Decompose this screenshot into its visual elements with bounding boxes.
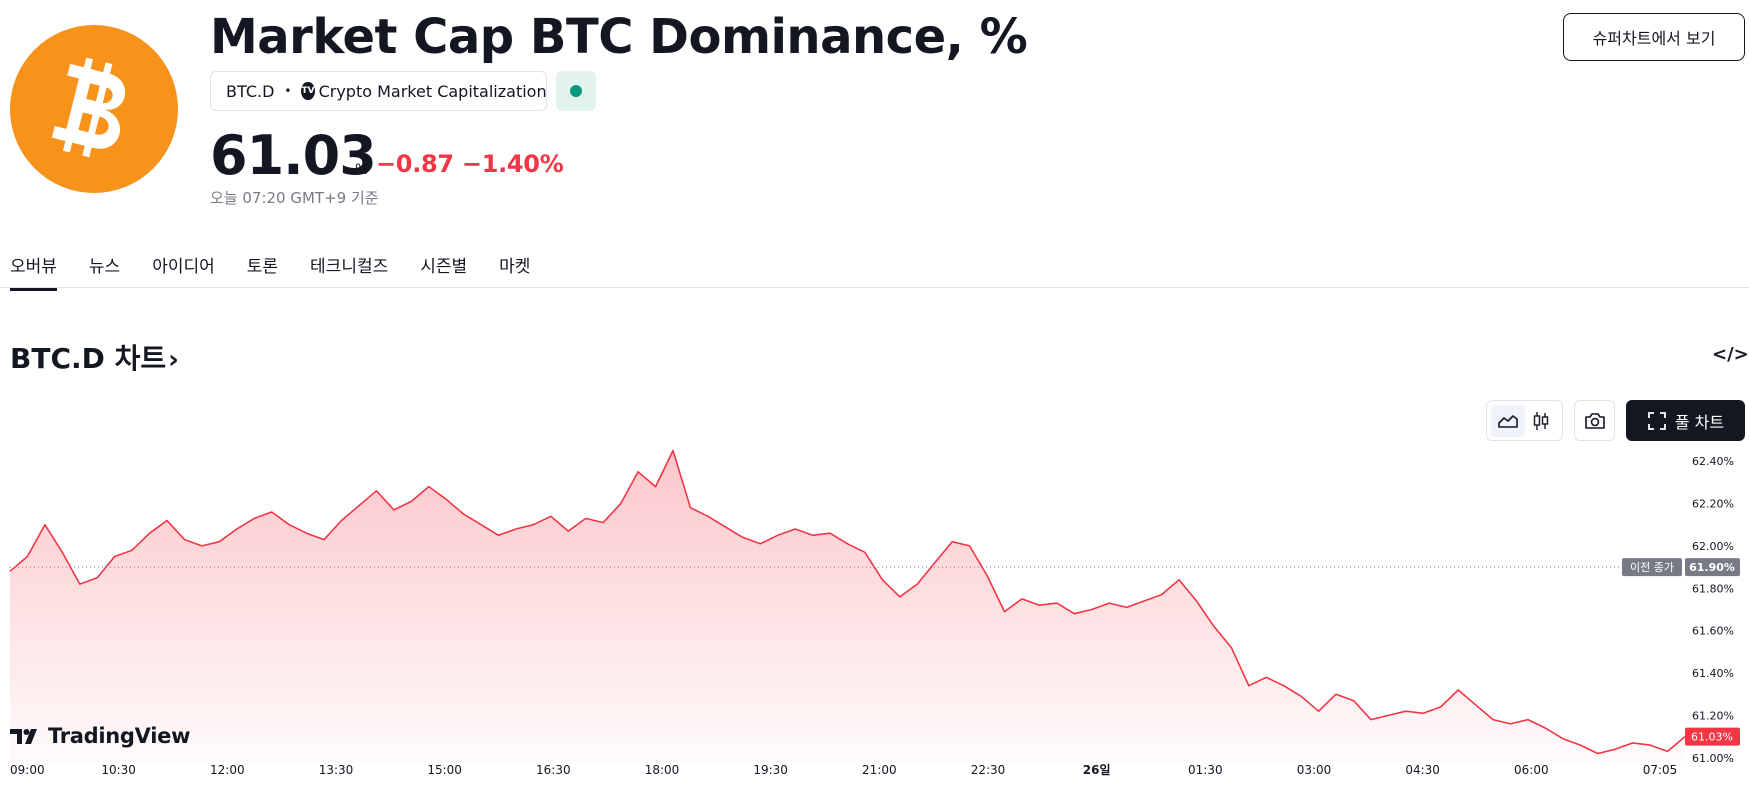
tab-divider — [0, 287, 1749, 288]
y-tick-label: 62.20% — [1692, 498, 1734, 511]
bitcoin-logo — [10, 25, 178, 193]
y-tick-label: 62.40% — [1692, 455, 1734, 468]
separator-dot: • — [284, 84, 292, 98]
symbol-chip[interactable]: BTC.D • TV Crypto Market Capitalization — [210, 71, 547, 111]
x-tick-label: 04:30 — [1405, 763, 1440, 777]
x-tick-label: 06:00 — [1514, 763, 1549, 777]
previous-close-value: 61.90% — [1689, 561, 1735, 574]
x-tick-label: 15:00 — [427, 763, 462, 777]
previous-close-value-tag — [1685, 558, 1740, 577]
camera-icon — [1584, 412, 1605, 429]
y-tick-label: 61.60% — [1692, 625, 1734, 638]
superchart-button[interactable]: 슈퍼차트에서 보기 — [1563, 13, 1745, 61]
last-value-tag — [1685, 727, 1740, 746]
x-tick-label: 19:30 — [753, 763, 788, 777]
timestamp: 오늘 07:20 GMT+9 기준 — [210, 189, 379, 207]
bitcoin-b-icon — [51, 57, 126, 158]
x-tick-label: 22:30 — [971, 763, 1006, 777]
x-tick-label: 16:30 — [536, 763, 571, 777]
candlestick-icon — [1534, 411, 1549, 430]
screenshot-button[interactable] — [1574, 400, 1615, 441]
chevron-right-icon: › — [168, 345, 179, 375]
area-fill — [10, 450, 1685, 762]
tab-news[interactable]: 뉴스 — [88, 257, 121, 277]
fullscreen-icon — [1647, 411, 1666, 430]
price-unit: % — [355, 162, 369, 178]
x-tick-label: 26일 — [1083, 763, 1111, 777]
x-tick-label: 12:00 — [210, 763, 245, 777]
y-tick-label: 61.20% — [1692, 709, 1734, 722]
series-line — [9, 449, 1686, 755]
tradingview-logo-icon: TV — [301, 82, 315, 100]
x-tick-label: 10:30 — [101, 763, 136, 777]
code-embed-icon[interactable]: </> — [1712, 344, 1749, 365]
tab-bar: 오버뷰 뉴스 아이디어 토론 테크니컬즈 시즌별 마켓 — [10, 252, 562, 291]
x-tick-label: 07:05 — [1643, 763, 1678, 777]
full-chart-button[interactable]: 풀 차트 — [1626, 400, 1745, 441]
x-tick-label: 03:00 — [1297, 763, 1332, 777]
x-tick-label: 01:30 — [1188, 763, 1223, 777]
y-tick-label: 62.00% — [1692, 540, 1734, 553]
tradingview-brand-label: TradingView — [48, 724, 191, 748]
x-tick-label: 18:00 — [645, 763, 680, 777]
tradingview-brand: TradingView — [10, 724, 190, 748]
price-change: −0.87 −1.40% — [376, 150, 564, 178]
area-chart-icon — [1497, 414, 1518, 428]
tab-ideas[interactable]: 아이디어 — [152, 257, 215, 277]
x-tick-label: 09:00 — [10, 763, 45, 777]
last-value-label: 61.03% — [1691, 731, 1733, 744]
symbol-label: BTC.D — [226, 81, 275, 101]
tab-seasonals[interactable]: 시즌별 — [420, 257, 468, 277]
tab-discussion[interactable]: 토론 — [246, 257, 279, 277]
tab-markets[interactable]: 마켓 — [499, 257, 531, 277]
y-tick-label: 61.00% — [1692, 752, 1734, 765]
status-dot-icon — [570, 85, 582, 97]
current-price: 61.03 — [210, 124, 377, 187]
tradingview-logo-icon — [10, 729, 37, 744]
previous-close-tag — [1622, 558, 1682, 577]
full-chart-label: 풀 차트 — [1674, 412, 1725, 432]
area-chart-button[interactable] — [1491, 404, 1525, 437]
tab-overview[interactable]: 오버뷰 — [10, 252, 57, 291]
chart-heading-label: BTC.D 차트 — [10, 342, 167, 375]
page-title: Market Cap BTC Dominance, % — [210, 9, 1028, 65]
chart-heading[interactable]: BTC.D 차트› — [10, 337, 179, 377]
market-status-badge[interactable] — [556, 71, 596, 111]
tab-technicals[interactable]: 테크니컬즈 — [310, 257, 389, 277]
y-tick-label: 61.40% — [1692, 667, 1734, 680]
previous-close-label: 이전 종가 — [1630, 561, 1674, 574]
y-tick-label: 61.80% — [1692, 582, 1734, 595]
price-chart[interactable]: 이전 종가 61.90% 62.40% 62.20% 62.00% 61.80% 61.6… — [0, 440, 1749, 792]
x-tick-label: 21:00 — [862, 763, 897, 777]
x-tick-label: 13:30 — [319, 763, 354, 777]
chart-type-toggle — [1486, 400, 1563, 441]
candlestick-button[interactable] — [1525, 405, 1559, 437]
source-label: Crypto Market Capitalization — [318, 81, 547, 101]
